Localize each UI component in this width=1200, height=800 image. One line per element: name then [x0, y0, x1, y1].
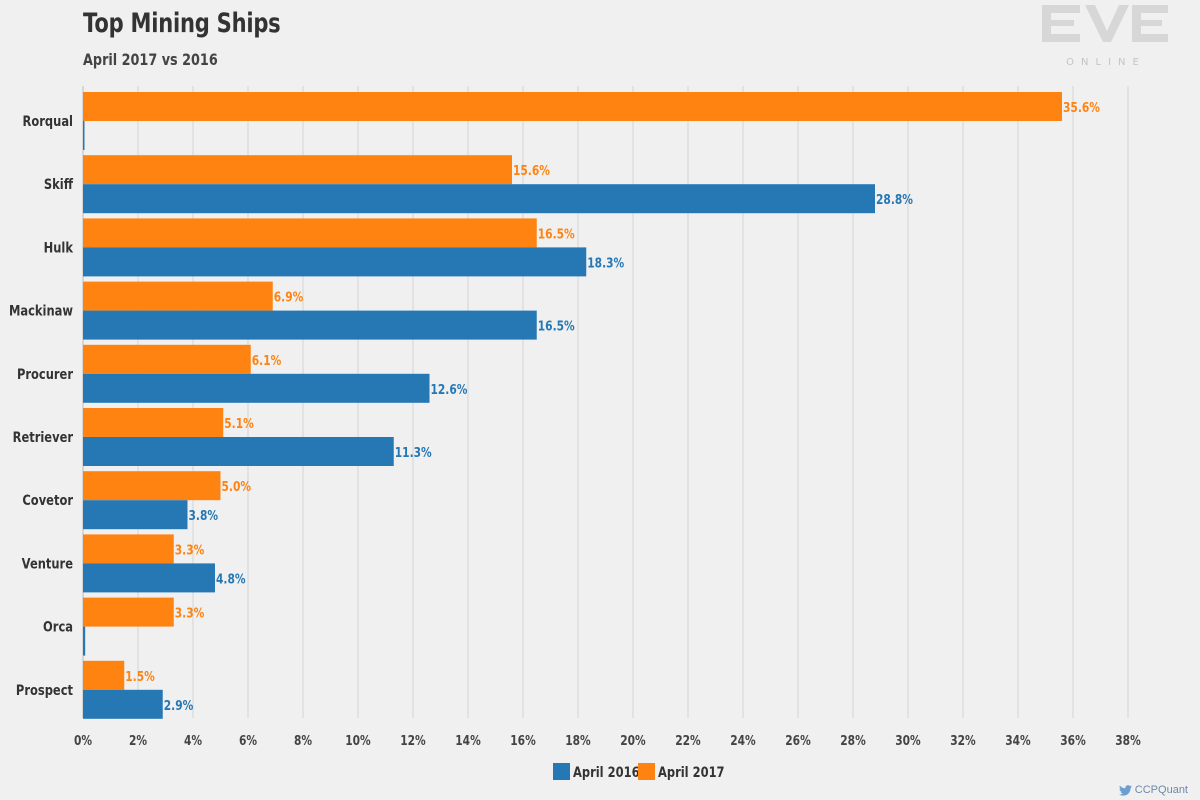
category-label: Hulk [44, 240, 74, 256]
credit-handle: CCPQuant [1134, 784, 1188, 796]
data-label-april-2016: 4.8% [216, 571, 246, 586]
category-label: Procurer [17, 367, 74, 383]
x-tick-label: 24% [730, 733, 756, 748]
data-label-april-2017: 5.0% [222, 479, 252, 494]
chart-title: Top Mining Ships [83, 8, 281, 39]
data-label-april-2017: 35.6% [1063, 100, 1100, 115]
x-tick-label: 28% [840, 733, 866, 748]
chart-subtitle: April 2017 vs 2016 [83, 50, 218, 69]
bar-april-2017 [83, 218, 537, 248]
data-label-april-2017: 6.1% [252, 353, 282, 368]
twitter-bird-icon [1118, 784, 1132, 796]
bar-april-2017 [83, 155, 512, 185]
data-label-april-2017: 6.9% [274, 290, 304, 305]
x-tick-label: 8% [294, 733, 312, 748]
data-label-april-2017: 15.6% [513, 163, 550, 178]
data-label-april-2017: 3.3% [175, 606, 205, 621]
category-label: Covetor [22, 493, 73, 509]
x-tick-label: 22% [675, 733, 701, 748]
data-label-april-2017: 16.5% [538, 226, 575, 241]
bar-april-2016 [83, 121, 85, 150]
x-tick-label: 20% [620, 733, 646, 748]
x-tick-label: 2% [129, 733, 147, 748]
bar-april-2016 [83, 626, 86, 656]
bar-april-2016 [83, 437, 394, 466]
x-tick-label: 4% [184, 733, 202, 748]
data-label-april-2016: 28.8% [876, 192, 913, 207]
bar-april-2017 [83, 471, 221, 501]
data-label-april-2017: 3.3% [175, 542, 205, 557]
bar-april-2017 [83, 92, 1062, 121]
category-label: Skiff [44, 177, 74, 193]
category-label: Retriever [13, 430, 74, 446]
bar-april-2017 [83, 534, 174, 564]
bar-april-2016 [83, 184, 875, 214]
bar-april-2016 [83, 247, 587, 277]
data-label-april-2016: 2.9% [164, 698, 194, 713]
x-tick-label: 32% [950, 733, 976, 748]
data-label-april-2017: 5.1% [224, 416, 254, 431]
x-tick-label: 16% [510, 733, 536, 748]
bar-april-2016 [83, 310, 537, 340]
x-tick-label: 38% [1115, 733, 1141, 748]
category-label: Prospect [16, 683, 73, 699]
bar-april-2017 [83, 281, 273, 311]
x-tick-label: 6% [239, 733, 257, 748]
category-label: Orca [43, 620, 73, 636]
legend-swatch [553, 763, 570, 780]
data-label-april-2016: 11.3% [395, 445, 432, 460]
data-label-april-2016: 12.6% [431, 382, 468, 397]
x-tick-label: 30% [895, 733, 921, 748]
x-tick-label: 12% [400, 733, 426, 748]
bar-april-2016 [83, 500, 188, 530]
bar-april-2017 [83, 408, 224, 437]
eve-logo-subtext: ONLINE [1066, 57, 1146, 68]
x-tick-label: 26% [785, 733, 811, 748]
x-tick-label: 0% [74, 733, 92, 748]
bar-april-2017 [83, 597, 174, 627]
x-tick-label: 34% [1005, 733, 1031, 748]
x-tick-label: 18% [565, 733, 591, 748]
category-label: Rorqual [23, 114, 73, 130]
eve-online-logo: ONLINE [1040, 3, 1170, 74]
category-label: Venture [22, 556, 74, 572]
legend-label: April 2017 [658, 765, 725, 781]
x-tick-label: 14% [455, 733, 481, 748]
bar-april-2016 [83, 689, 163, 719]
bar-april-2017 [83, 660, 125, 690]
data-label-april-2016: 18.3% [587, 255, 624, 270]
legend-swatch [638, 763, 655, 780]
legend-label: April 2016 [573, 765, 640, 781]
x-tick-label: 36% [1060, 733, 1086, 748]
x-tick-label: 10% [345, 733, 371, 748]
bar-april-2016 [83, 373, 430, 403]
data-label-april-2016: 16.5% [538, 319, 575, 334]
credit: CCPQuant [1118, 784, 1188, 796]
category-label: Mackinaw [9, 304, 73, 320]
data-label-april-2016: 3.8% [189, 508, 219, 523]
bar-april-2017 [83, 344, 251, 374]
bar-april-2016 [83, 563, 215, 593]
data-label-april-2017: 1.5% [125, 669, 155, 684]
